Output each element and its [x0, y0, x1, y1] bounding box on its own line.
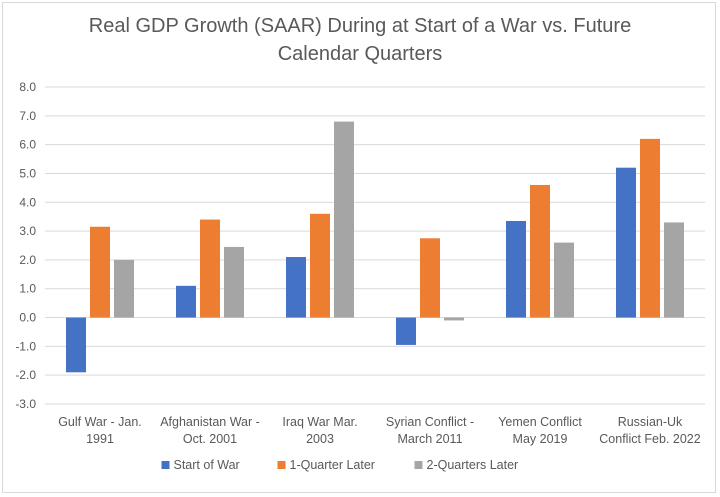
bar-2-quarters-later	[664, 222, 684, 318]
y-tick-label: -1.0	[15, 339, 36, 353]
bar-2-quarters-later	[224, 246, 244, 318]
chart-title-line-1: Real GDP Growth (SAAR) During at Start o…	[88, 15, 632, 37]
x-category-label: May 2019	[513, 432, 568, 446]
y-tick-label: 2.0	[19, 253, 36, 267]
chart-title-line-2: Calendar Quarters	[277, 43, 443, 65]
bar-start-of-war	[286, 257, 306, 318]
x-category-label: Russian-Uk	[618, 415, 683, 429]
x-category-label: Oct. 2001	[183, 432, 237, 446]
y-tick-label: 0.0	[19, 311, 36, 325]
y-tick-label: 4.0	[19, 195, 36, 209]
bar-1-quarter-later	[530, 184, 550, 318]
chart-frame	[2, 2, 716, 493]
bar-2-quarters-later	[554, 242, 574, 318]
y-tick-label: -3.0	[15, 397, 36, 411]
bar-2-quarters-later	[444, 317, 464, 321]
x-category-label: Conflict Feb. 2022	[599, 432, 700, 446]
y-tick-label: 8.0	[19, 80, 36, 94]
bar-1-quarter-later	[310, 213, 330, 318]
bar-start-of-war	[506, 221, 526, 318]
x-category-label: Syrian Conflict -	[386, 415, 474, 429]
bar-start-of-war	[616, 167, 636, 318]
y-tick-label: -2.0	[15, 368, 36, 382]
bar-1-quarter-later	[640, 138, 660, 318]
bar-start-of-war	[66, 317, 86, 373]
legend-swatch-2-quarters-later	[414, 461, 423, 469]
bar-2-quarters-later	[114, 259, 134, 318]
y-tick-label: 6.0	[19, 138, 36, 152]
legend-swatch-1-quarter-later	[277, 461, 286, 469]
legend-label-1-quarter-later: 1-Quarter Later	[290, 458, 375, 472]
x-category-label: Yemen Conflict	[498, 415, 582, 429]
x-category-label: Iraq War Mar.	[282, 415, 357, 429]
x-category-label: Afghanistan War -	[160, 415, 260, 429]
y-tick-label: 1.0	[19, 282, 36, 296]
bar-1-quarter-later	[420, 238, 440, 318]
legend-label-start-of-war: Start of War	[174, 458, 240, 472]
y-tick-label: 5.0	[19, 166, 36, 180]
y-tick-label: 7.0	[19, 109, 36, 123]
legend-label-2-quarters-later: 2-Quarters Later	[427, 458, 519, 472]
x-category-label: Gulf War - Jan.	[58, 415, 142, 429]
bar-2-quarters-later	[334, 121, 354, 318]
bar-1-quarter-later	[90, 226, 110, 318]
bar-start-of-war	[396, 317, 416, 345]
legend-swatch-start-of-war	[161, 461, 170, 469]
x-category-label: 1991	[86, 432, 114, 446]
x-category-label: 2003	[306, 432, 334, 446]
y-tick-label: 3.0	[19, 224, 36, 238]
chart-title: Real GDP Growth (SAAR) During at Start o…	[0, 12, 720, 68]
bar-start-of-war	[176, 285, 196, 318]
bar-1-quarter-later	[200, 219, 220, 318]
x-category-label: March 2011	[397, 432, 462, 446]
